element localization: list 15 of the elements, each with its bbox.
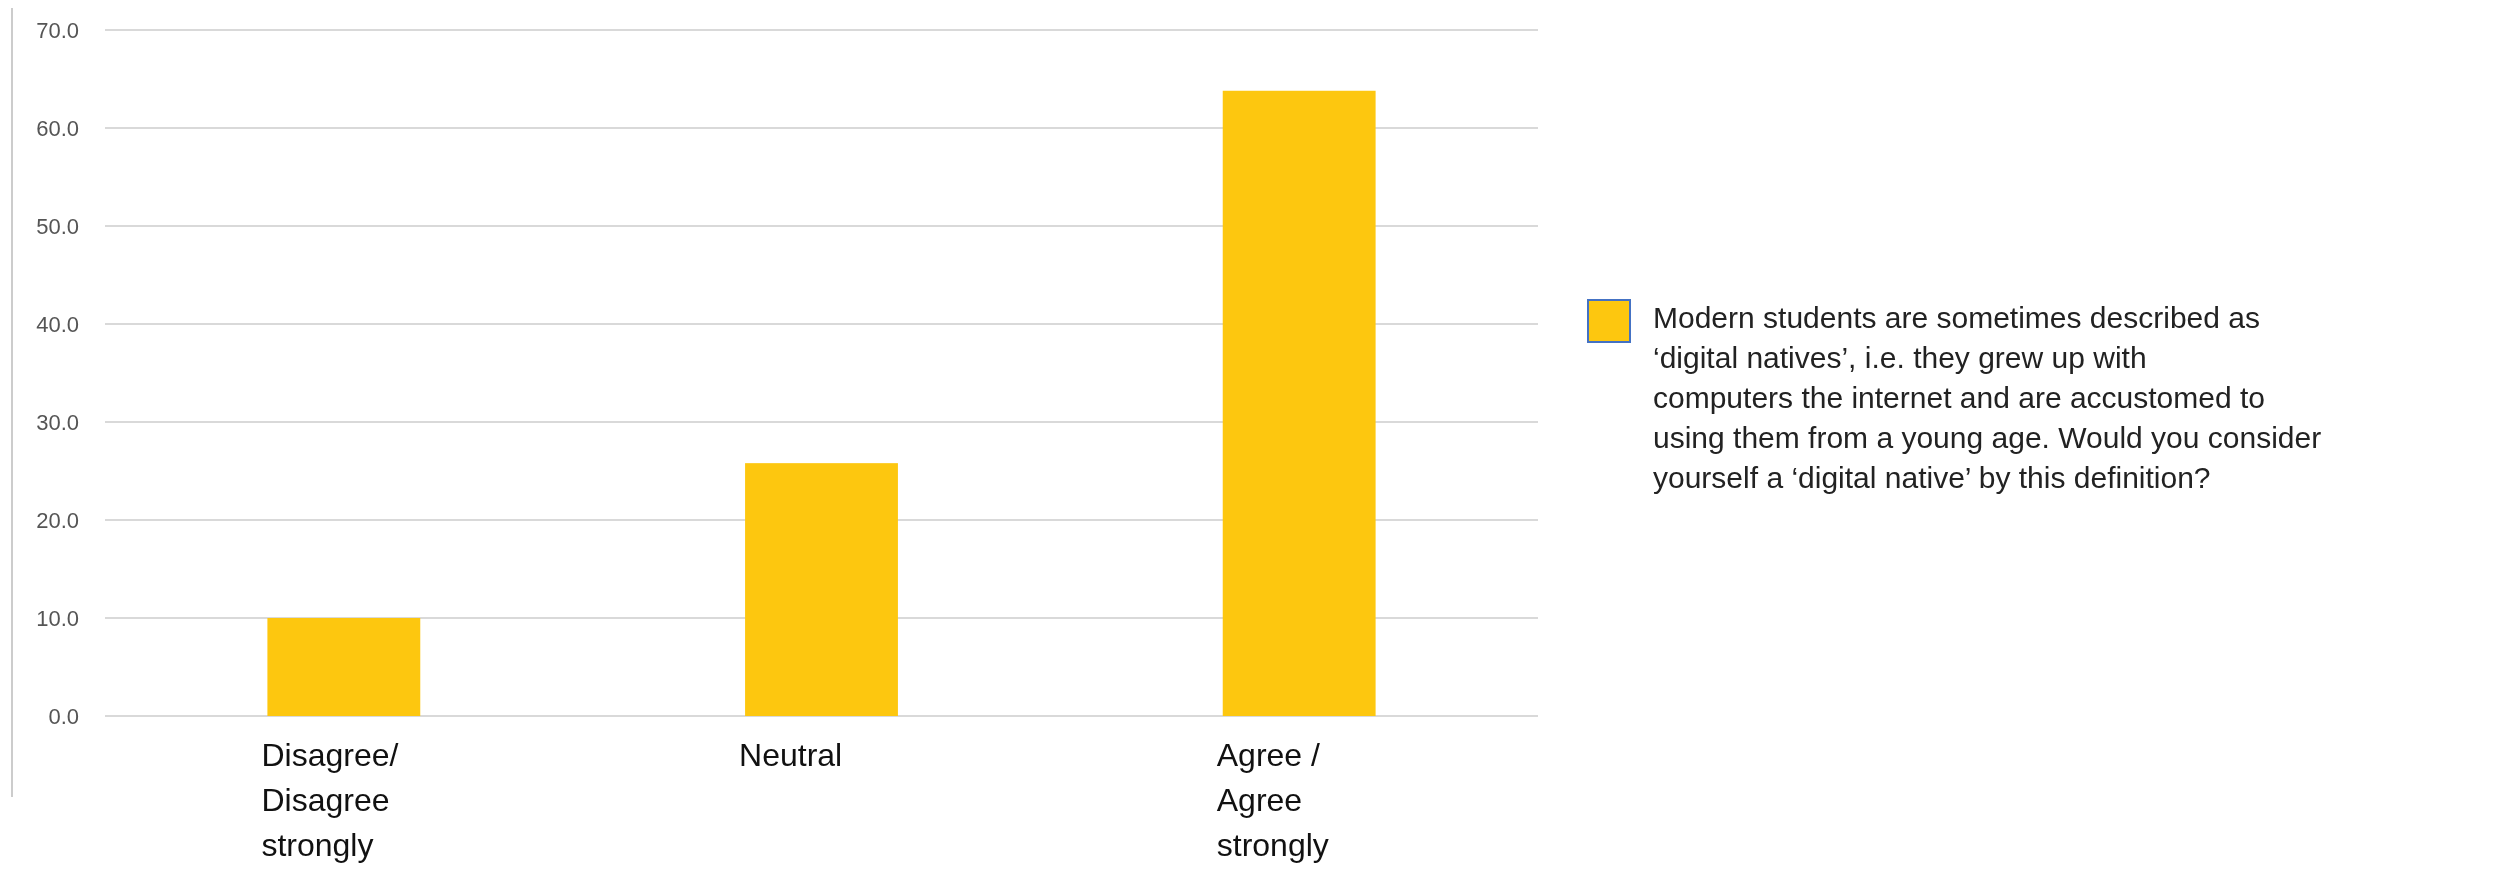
x-tick-label: Agree / Agree strongly — [1216, 737, 1329, 863]
y-tick-label: 70.0 — [36, 17, 79, 43]
legend-label: Modern students are sometimes described as ‘digital natives’, i.e. they grew up with computers the internet and are accustomed to using them from a young age. Would you consider yourself a ‘digital native’ by this definition? — [1653, 301, 2322, 494]
bar — [745, 463, 898, 716]
y-tick-label: 20.0 — [36, 507, 79, 533]
y-tick-label: 40.0 — [36, 311, 79, 337]
y-tick-label: 0.0 — [48, 703, 79, 729]
x-tick-label: Disagree/ Disagree strongly — [261, 737, 399, 863]
y-tick-label: 50.0 — [36, 213, 79, 239]
y-tick-label: 60.0 — [36, 115, 79, 141]
bar — [1222, 90, 1376, 716]
y-tick-label: 30.0 — [36, 409, 79, 435]
y-tick-label: 10.0 — [36, 605, 79, 631]
bar — [267, 618, 421, 716]
x-tick-label: Neutral — [739, 737, 843, 773]
